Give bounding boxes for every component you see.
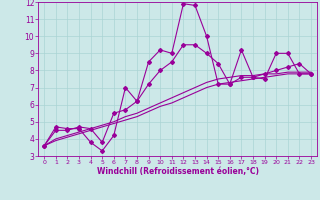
X-axis label: Windchill (Refroidissement éolien,°C): Windchill (Refroidissement éolien,°C) — [97, 167, 259, 176]
